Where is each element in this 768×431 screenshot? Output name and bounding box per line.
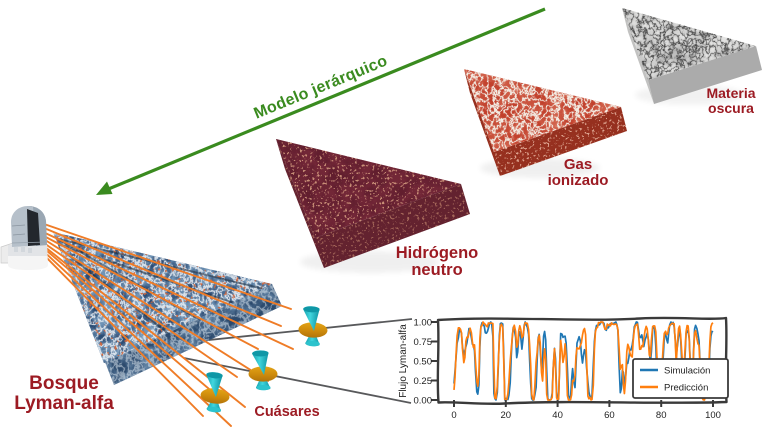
y-tick-label: 0.50 [414,357,433,368]
sightline-ray [38,246,232,427]
y-tick-label: 0.25 [414,376,433,387]
x-tick-label: 100 [705,410,721,421]
x-tick-label: 40 [552,410,563,421]
sightline-ray [41,234,259,350]
sightline-ray [41,237,269,382]
quasars-label: Cuásares [254,404,320,420]
chart-legend: Simulación Predicción [632,358,729,399]
sightline-ray [40,240,238,378]
flux-chart: 0 20 40 60 80 100 0.00 0.25 0.50 0.75 1.00 Flujo L… [398,316,729,421]
y-tick-label: 1.00 [414,318,433,329]
x-tick-label: 20 [501,410,512,421]
hierarchy-arrow [96,7,546,195]
dark-matter-slab-side-left [622,8,654,104]
legend-box [632,358,729,399]
callout-line-top [179,318,413,344]
sightline-ray [37,248,204,417]
sightline-ray [43,223,292,310]
legend-prediccion: Predicción [664,383,708,394]
lyman-alpha-forest-label: Bosque Lyman-alfa [14,373,114,414]
quasar-icon-2 [248,350,278,391]
y-tick-label: 0.75 [414,337,433,348]
chart-y-axis-label: Flujo Lyman-alfa [398,324,409,398]
hierarchy-arrow-head [96,181,113,195]
neutral-hydrogen-label: Hidrógeno neutro [395,244,479,280]
x-tick-label: 80 [656,410,667,421]
x-tick-label: 0 [451,410,456,421]
chart-series-prediccion [453,321,714,401]
hierarchy-arrow-line [105,7,546,192]
telescope-icon [0,206,48,270]
x-tick-label: 60 [604,410,615,421]
ionized-gas-label: Gas ionizado [547,156,609,189]
y-tick-label: 0.00 [414,396,433,407]
dark-matter-slab-side-front [648,46,762,104]
sightline-ray [39,244,223,401]
sightline-ray [43,227,282,327]
dark-matter-label: Materia oscura [706,85,756,116]
quasar-icon-1 [297,305,329,348]
legend-simulacion: Simulación [664,366,710,377]
sightline-ray [42,231,294,350]
